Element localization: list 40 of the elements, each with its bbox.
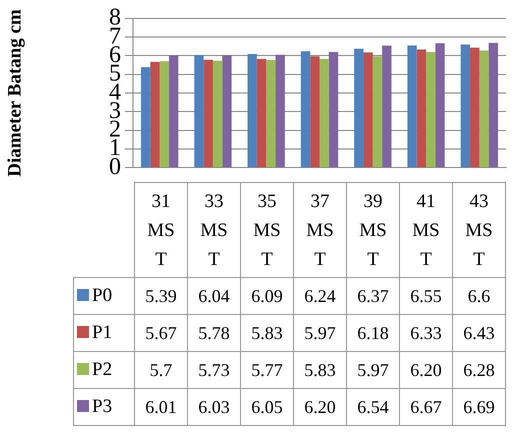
x-tick-label: 33 MST bbox=[188, 182, 240, 278]
data-label: 6.20 bbox=[400, 352, 452, 388]
legend-label: P3 bbox=[74, 388, 134, 426]
data-label: 6.55 bbox=[400, 278, 452, 314]
data-label: 5.97 bbox=[294, 314, 346, 352]
data-label: 6.54 bbox=[346, 388, 400, 426]
data-label: 6.43 bbox=[452, 314, 506, 352]
data-label: 5.83 bbox=[294, 352, 346, 388]
data-label: 6.03 bbox=[188, 388, 240, 426]
data-label: 5.7 bbox=[134, 352, 188, 388]
x-tick-label: 35 MST bbox=[240, 182, 294, 278]
data-label: 5.97 bbox=[346, 352, 400, 388]
legend-label: P2 bbox=[74, 352, 134, 388]
data-label: 6.67 bbox=[400, 388, 452, 426]
x-tick-label: 39 MST bbox=[346, 182, 400, 278]
data-label: 6.05 bbox=[240, 388, 294, 426]
legend-label: P0 bbox=[74, 278, 134, 314]
legend-label: P1 bbox=[74, 314, 134, 352]
data-label: 6.01 bbox=[134, 388, 188, 426]
data-label: 5.83 bbox=[240, 314, 294, 352]
data-label: 6.6 bbox=[452, 278, 506, 314]
data-label: 5.67 bbox=[134, 314, 188, 352]
x-tick-label: 41 MST bbox=[400, 182, 452, 278]
x-tick-label: 43 MST bbox=[452, 182, 506, 278]
data-label: 6.20 bbox=[294, 388, 346, 426]
data-label: 6.33 bbox=[400, 314, 452, 352]
x-tick-label: 37 MST bbox=[294, 182, 346, 278]
data-label: 6.04 bbox=[188, 278, 240, 314]
data-label: 6.18 bbox=[346, 314, 400, 352]
data-label: 6.24 bbox=[294, 278, 346, 314]
x-tick-label: 31 MST bbox=[134, 182, 188, 278]
data-label: 6.28 bbox=[452, 352, 506, 388]
data-label: 6.09 bbox=[240, 278, 294, 314]
data-label: 5.77 bbox=[240, 352, 294, 388]
data-label: 5.73 bbox=[188, 352, 240, 388]
data-label: 5.78 bbox=[188, 314, 240, 352]
data-label: 6.69 bbox=[452, 388, 506, 426]
data-label: 5.39 bbox=[134, 278, 188, 314]
data-label: 6.37 bbox=[346, 278, 400, 314]
y-axis-title: Diameter Batang cm bbox=[4, 9, 26, 177]
